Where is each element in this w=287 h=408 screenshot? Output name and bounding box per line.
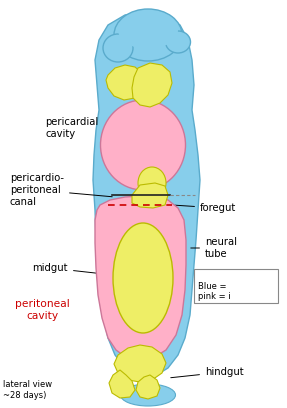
FancyBboxPatch shape: [194, 269, 278, 303]
Polygon shape: [93, 12, 200, 378]
Text: peritoneal
cavity: peritoneal cavity: [15, 299, 69, 321]
Ellipse shape: [103, 34, 133, 62]
Ellipse shape: [166, 31, 191, 53]
Text: midgut: midgut: [32, 263, 137, 278]
Text: foregut: foregut: [175, 203, 236, 213]
Polygon shape: [114, 345, 166, 382]
Ellipse shape: [138, 167, 166, 199]
Text: lateral view
~28 days): lateral view ~28 days): [3, 380, 52, 400]
Polygon shape: [136, 375, 160, 399]
Text: Blue =: Blue =: [198, 282, 226, 291]
Ellipse shape: [113, 223, 173, 333]
Polygon shape: [109, 370, 135, 398]
Text: pink = i: pink = i: [198, 292, 231, 301]
Polygon shape: [106, 65, 144, 100]
Ellipse shape: [118, 11, 178, 49]
Text: pericardio-
peritoneal
canal: pericardio- peritoneal canal: [10, 173, 112, 206]
Text: hindgut: hindgut: [171, 367, 244, 378]
Polygon shape: [132, 183, 168, 208]
Text: pericardial
cavity: pericardial cavity: [45, 117, 127, 139]
Ellipse shape: [121, 384, 175, 406]
Ellipse shape: [114, 9, 182, 61]
Polygon shape: [95, 196, 186, 360]
Ellipse shape: [100, 100, 185, 190]
Polygon shape: [132, 63, 172, 107]
Text: neural
tube: neural tube: [191, 237, 237, 259]
